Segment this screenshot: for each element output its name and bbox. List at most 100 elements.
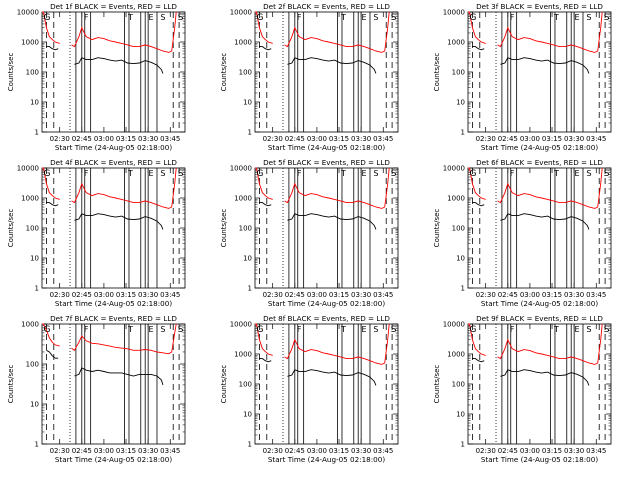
y-tick-label: 1000: [234, 39, 252, 47]
chart-title: Det 7f BLACK = Events, RED = LLD: [50, 314, 177, 323]
marker-top-label: S: [586, 13, 591, 22]
y-axis-label: Counts/sec: [220, 53, 228, 92]
x-axis-label: Start Time (24-Aug-05 02:18:00): [55, 299, 172, 308]
series-lld-line: [71, 323, 177, 355]
y-tick-label: 10000: [443, 165, 465, 173]
y-tick-label: 10: [30, 99, 39, 107]
series-lld-line: [255, 167, 273, 200]
x-tick-label: 03:00: [307, 135, 327, 143]
x-tick-label: 03:15: [542, 135, 562, 143]
y-axis-label: Counts/sec: [7, 209, 15, 248]
x-tick-label: 03:15: [329, 135, 349, 143]
plot-frame: [41, 11, 186, 133]
x-tick-label: 03:45: [160, 447, 180, 455]
series-events-line: [46, 202, 59, 207]
chart-title: Det 9f BLACK = Events, RED = LLD: [476, 314, 603, 323]
x-tick-label: 02:45: [498, 447, 518, 455]
x-tick-label: 03:00: [520, 291, 540, 299]
y-axis-label: Counts/sec: [433, 53, 441, 92]
series-lld-line: [497, 167, 603, 209]
series-lld-line: [255, 11, 273, 44]
plot-frame: [254, 323, 399, 445]
x-axis-label: Start Time (24-Aug-05 02:18:00): [268, 299, 385, 308]
x-tick-label: 03:30: [351, 447, 371, 455]
x-axis-label: Start Time (24-Aug-05 02:18:00): [268, 143, 385, 152]
panel-label-right: S: [604, 13, 610, 23]
y-tick-label: 1: [248, 441, 252, 449]
x-tick-label: 03:15: [542, 291, 562, 299]
y-tick-label: 10000: [17, 9, 39, 17]
series-events-line: [472, 358, 485, 363]
x-tick-label: 03:30: [138, 135, 158, 143]
marker-top-label: T: [340, 169, 346, 178]
series-events-line: [500, 369, 590, 386]
series-events-line: [46, 349, 59, 359]
y-tick-label: 10000: [443, 321, 465, 329]
series-events-line: [74, 367, 164, 386]
marker-top-label: E: [362, 325, 367, 334]
series-lld-line: [71, 11, 177, 53]
x-axis-label: Start Time (24-Aug-05 02:18:00): [481, 299, 598, 308]
marker-top-label: F: [84, 325, 89, 334]
x-tick-label: 02:30: [476, 135, 496, 143]
y-tick-label: 100: [26, 225, 39, 233]
x-tick-label: 03:45: [373, 291, 393, 299]
x-axis-label: Start Time (24-Aug-05 02:18:00): [55, 455, 172, 464]
y-tick-label: 10: [30, 401, 39, 409]
series-lld-line: [284, 11, 390, 53]
series-lld-line: [497, 11, 603, 53]
chart-panel-2: Det 2f BLACK = Events, RED = LLD 1 10 100 10…: [220, 2, 399, 152]
marker-top-label: F: [510, 169, 515, 178]
x-tick-label: 02:30: [263, 135, 283, 143]
y-tick-label: 100: [239, 381, 252, 389]
y-tick-label: 1: [35, 285, 39, 293]
series-events-line: [287, 213, 377, 230]
series-events-line: [500, 213, 590, 230]
marker-top-label: S: [373, 13, 378, 22]
y-tick-label: 1000: [21, 195, 39, 203]
marker-top-label: S: [373, 325, 378, 334]
marker-top-label: T: [340, 325, 346, 334]
panel-label-left: G: [257, 169, 264, 179]
panel-label-right: S: [604, 325, 610, 335]
plot-frame: [467, 167, 612, 289]
marker-top-label: S: [373, 169, 378, 178]
y-tick-label: 100: [452, 69, 465, 77]
x-axis-label: Start Time (24-Aug-05 02:18:00): [481, 455, 598, 464]
y-tick-label: 1000: [447, 195, 465, 203]
marker-top-label: F: [510, 13, 515, 22]
marker-top-label: E: [575, 13, 580, 22]
panel-label-left: G: [257, 325, 264, 335]
panel-label-right: S: [178, 169, 184, 179]
y-tick-label: 1000: [447, 39, 465, 47]
series-lld-line: [468, 11, 486, 44]
x-tick-label: 02:45: [285, 291, 305, 299]
marker-top-label: T: [340, 13, 346, 22]
series-lld-line: [42, 167, 60, 200]
series-events-line: [259, 46, 272, 51]
marker-top-label: F: [297, 13, 302, 22]
y-tick-label: 10: [456, 99, 465, 107]
x-axis-label: Start Time (24-Aug-05 02:18:00): [268, 455, 385, 464]
y-tick-label: 10000: [230, 9, 252, 17]
chart-title: Det 3f BLACK = Events, RED = LLD: [476, 2, 603, 11]
panel-label-left: G: [470, 169, 477, 179]
marker-top-label: F: [297, 325, 302, 334]
y-tick-label: 10: [456, 255, 465, 263]
x-tick-label: 02:30: [50, 135, 70, 143]
x-tick-label: 03:00: [307, 291, 327, 299]
y-tick-label: 1: [248, 129, 252, 137]
y-axis-label: Counts/sec: [7, 53, 15, 92]
series-events-line: [500, 57, 590, 74]
marker-top-label: E: [149, 325, 154, 334]
x-tick-label: 03:30: [138, 291, 158, 299]
y-tick-label: 1000: [21, 321, 39, 329]
x-tick-label: 03:15: [116, 135, 136, 143]
x-tick-label: 03:30: [564, 135, 584, 143]
x-tick-label: 03:45: [586, 447, 606, 455]
chart-panel-5: Det 5f BLACK = Events, RED = LLD 1 10 100 10…: [220, 158, 399, 308]
x-tick-label: 03:15: [116, 447, 136, 455]
x-tick-label: 03:45: [160, 135, 180, 143]
x-tick-label: 03:00: [520, 135, 540, 143]
y-tick-label: 10: [30, 255, 39, 263]
